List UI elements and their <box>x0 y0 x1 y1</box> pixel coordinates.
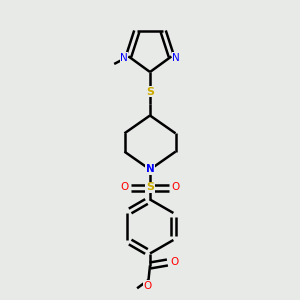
Text: N: N <box>172 53 180 63</box>
Text: N: N <box>146 164 154 175</box>
Text: O: O <box>170 257 178 267</box>
Text: O: O <box>120 182 129 193</box>
Text: S: S <box>146 86 154 97</box>
Text: O: O <box>143 281 152 291</box>
Text: O: O <box>171 182 180 193</box>
Text: N: N <box>120 53 128 63</box>
Text: S: S <box>146 182 154 193</box>
